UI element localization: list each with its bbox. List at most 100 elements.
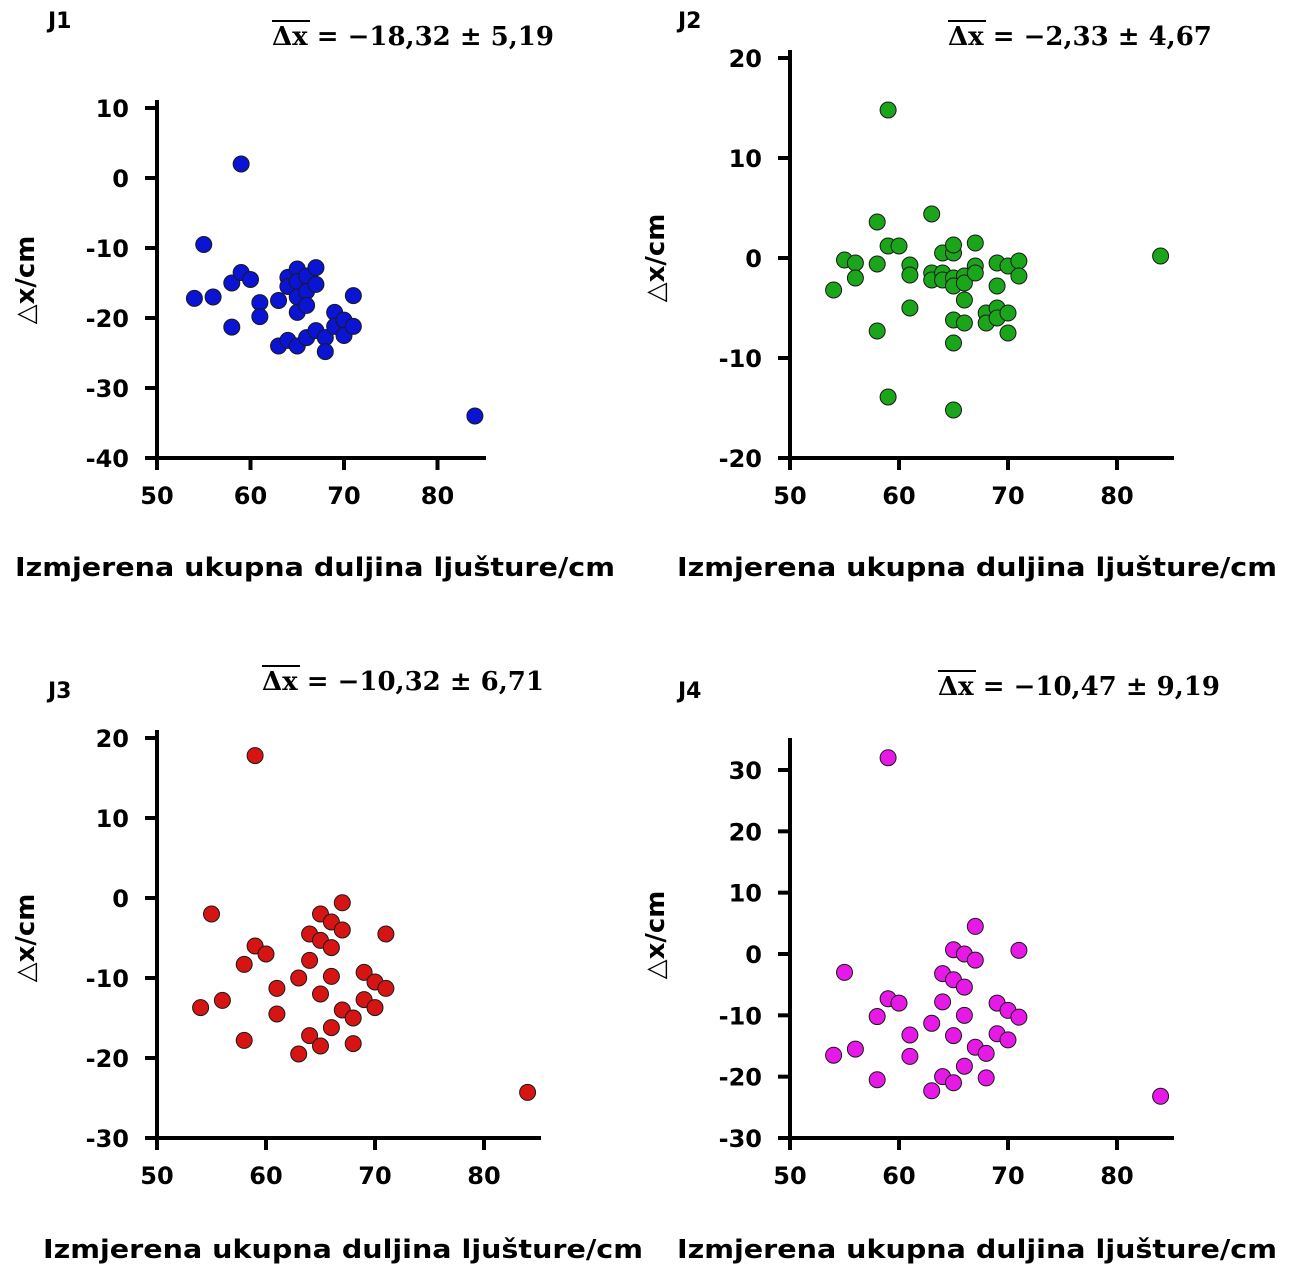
mean-symbol: Δx	[272, 22, 308, 52]
data-point	[946, 402, 962, 418]
data-point	[967, 918, 983, 934]
data-point	[902, 1048, 918, 1064]
y-tick-label: -30	[719, 1125, 762, 1153]
data-point	[299, 297, 315, 313]
data-point	[946, 1075, 962, 1091]
x-axis-label: Izmjerena ukupna duljina ljušture/cm	[677, 1235, 1277, 1264]
y-tick-label: -10	[719, 1002, 762, 1030]
data-point	[1000, 305, 1016, 321]
y-axis-label: △x/cm	[641, 891, 671, 980]
x-tick-label: 70	[991, 1162, 1024, 1190]
data-point	[869, 1009, 885, 1025]
data-point	[956, 1007, 972, 1023]
data-point	[902, 1027, 918, 1043]
data-point	[891, 995, 907, 1011]
x-tick-label: 70	[358, 1162, 391, 1190]
x-axis-label: Izmjerena ukupna duljina ljušture/cm	[15, 553, 615, 583]
data-point	[291, 1046, 307, 1062]
data-point	[308, 276, 324, 292]
data-point	[196, 237, 212, 253]
y-tick-label: 10	[96, 95, 129, 123]
y-tick-label: 0	[745, 245, 762, 273]
mean-symbol: Δx	[948, 22, 984, 52]
scatter-panel-j1: 10 0 -10 -20 -30 -40 50 60 70 80 J1 Δx = −18,32 ± 5…	[11, 9, 615, 583]
x-tick-label: 60	[249, 1162, 282, 1190]
panel-label: J4	[676, 679, 702, 704]
data-point	[967, 265, 983, 281]
data-point	[334, 895, 350, 911]
data-point	[247, 748, 263, 764]
data-point	[313, 986, 329, 1002]
x-tick-label: 50	[140, 482, 173, 510]
data-point	[902, 267, 918, 283]
data-point	[345, 1036, 361, 1052]
data-point	[243, 272, 259, 288]
data-point	[869, 214, 885, 230]
panel-label: J2	[676, 9, 702, 34]
data-point	[946, 1028, 962, 1044]
panel-label: J3	[46, 679, 72, 704]
data-point	[345, 1010, 361, 1026]
data-point	[935, 994, 951, 1010]
data-point	[880, 389, 896, 405]
x-tick-label: 80	[467, 1162, 500, 1190]
y-axis-label: △x/cm	[641, 214, 671, 303]
data-point	[236, 1032, 252, 1048]
data-point	[204, 906, 220, 922]
data-point	[233, 156, 249, 172]
data-point	[956, 1058, 972, 1074]
data-point	[869, 323, 885, 339]
mean-symbol: Δx	[262, 667, 298, 697]
y-tick-label: 30	[729, 757, 762, 785]
data-point	[269, 1006, 285, 1022]
x-tick-label: 60	[882, 1162, 915, 1190]
data-point	[378, 926, 394, 942]
mean-value: = −2,33 ± 4,67	[984, 22, 1212, 52]
x-tick-label: 60	[234, 482, 267, 510]
data-point	[1153, 248, 1169, 264]
y-tick-label: 0	[112, 165, 129, 193]
y-tick-label: -10	[719, 345, 762, 373]
data-point	[1011, 1009, 1027, 1025]
mean-value: = −10,47 ± 9,19	[974, 672, 1220, 702]
data-point	[520, 1084, 536, 1100]
data-point	[205, 289, 221, 305]
y-tick-label: 0	[745, 941, 762, 969]
data-point	[186, 290, 202, 306]
y-tick-label: -20	[86, 305, 129, 333]
data-point	[924, 1015, 940, 1031]
data-point	[193, 1000, 209, 1016]
data-point	[378, 980, 394, 996]
data-point	[869, 1072, 885, 1088]
mean-annotation: Δx = −10,47 ± 9,19	[938, 672, 1220, 702]
y-axis-label: △x/cm	[11, 894, 41, 983]
y-tick-label: -40	[86, 445, 129, 473]
data-point	[956, 315, 972, 331]
y-tick-label: -20	[719, 1064, 762, 1092]
y-tick-label: 10	[729, 880, 762, 908]
data-point	[224, 319, 240, 335]
y-tick-label: 10	[96, 805, 129, 833]
data-point	[334, 922, 350, 938]
data-point	[214, 992, 230, 1008]
data-point	[946, 335, 962, 351]
x-tick-label: 50	[140, 1162, 173, 1190]
data-point	[323, 968, 339, 984]
data-point	[345, 288, 361, 304]
data-point	[1011, 253, 1027, 269]
data-point	[847, 255, 863, 271]
x-tick-label: 50	[773, 482, 806, 510]
data-point	[967, 235, 983, 251]
data-point	[271, 293, 287, 309]
y-tick-label: -20	[86, 1045, 129, 1073]
y-tick-label: 0	[112, 885, 129, 913]
scatter-panel-j2: 20 10 0 -10 -20 50 60 70 80 J2 Δx = −2,33 ± 4,67 Iz…	[641, 9, 1277, 583]
data-point	[837, 964, 853, 980]
data-point	[1153, 1088, 1169, 1104]
mean-symbol: Δx	[938, 672, 974, 702]
data-point	[924, 206, 940, 222]
data-point	[946, 237, 962, 253]
data-point	[847, 1041, 863, 1057]
data-point	[826, 1047, 842, 1063]
data-point	[302, 952, 318, 968]
